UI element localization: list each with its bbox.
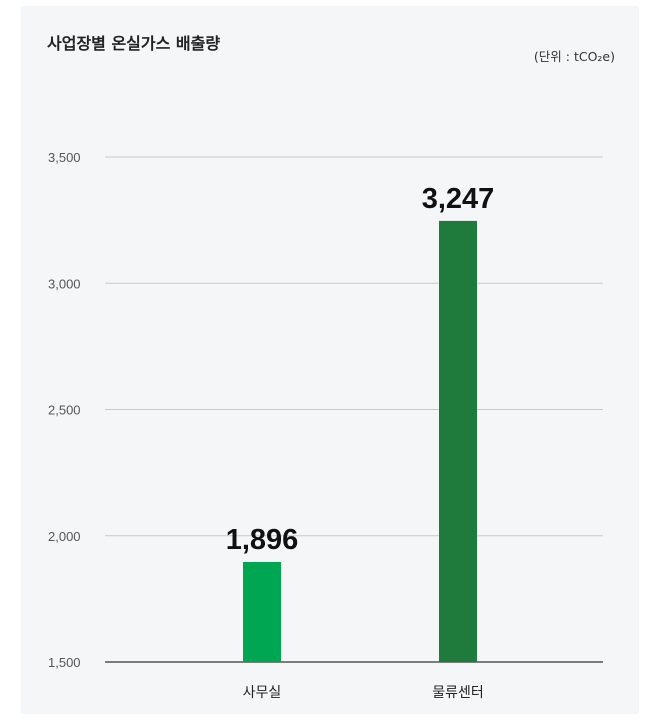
data-labels: 1,896 3,247 — [226, 183, 495, 556]
bar-2 — [439, 220, 477, 662]
y-tick-label: 2,000 — [48, 529, 81, 544]
y-tick-label: 3,500 — [48, 150, 81, 165]
category-label-1: 사무실 — [243, 685, 282, 701]
x-axis-labels: 사무실 물류센터 — [243, 685, 484, 701]
data-label-2: 3,247 — [422, 183, 495, 215]
y-tick-label: 1,500 — [48, 655, 81, 670]
y-tick-label: 3,000 — [48, 276, 81, 291]
y-tick-label: 2,500 — [48, 403, 81, 418]
unit-label: (단위 : tCO₂e) — [533, 49, 615, 64]
bar-1 — [243, 562, 281, 662]
gridlines — [105, 156, 603, 663]
data-label-1: 1,896 — [226, 524, 299, 556]
y-axis-ticks: 1,500 2,000 2,500 3,000 3,500 — [48, 150, 81, 670]
bars — [243, 220, 477, 662]
chart-card: 사업장별 온실가스 배출량 (단위 : tCO₂e) — [21, 6, 639, 714]
chart-title: 사업장별 온실가스 배출량 — [47, 34, 221, 53]
category-label-2: 물류센터 — [432, 685, 484, 701]
